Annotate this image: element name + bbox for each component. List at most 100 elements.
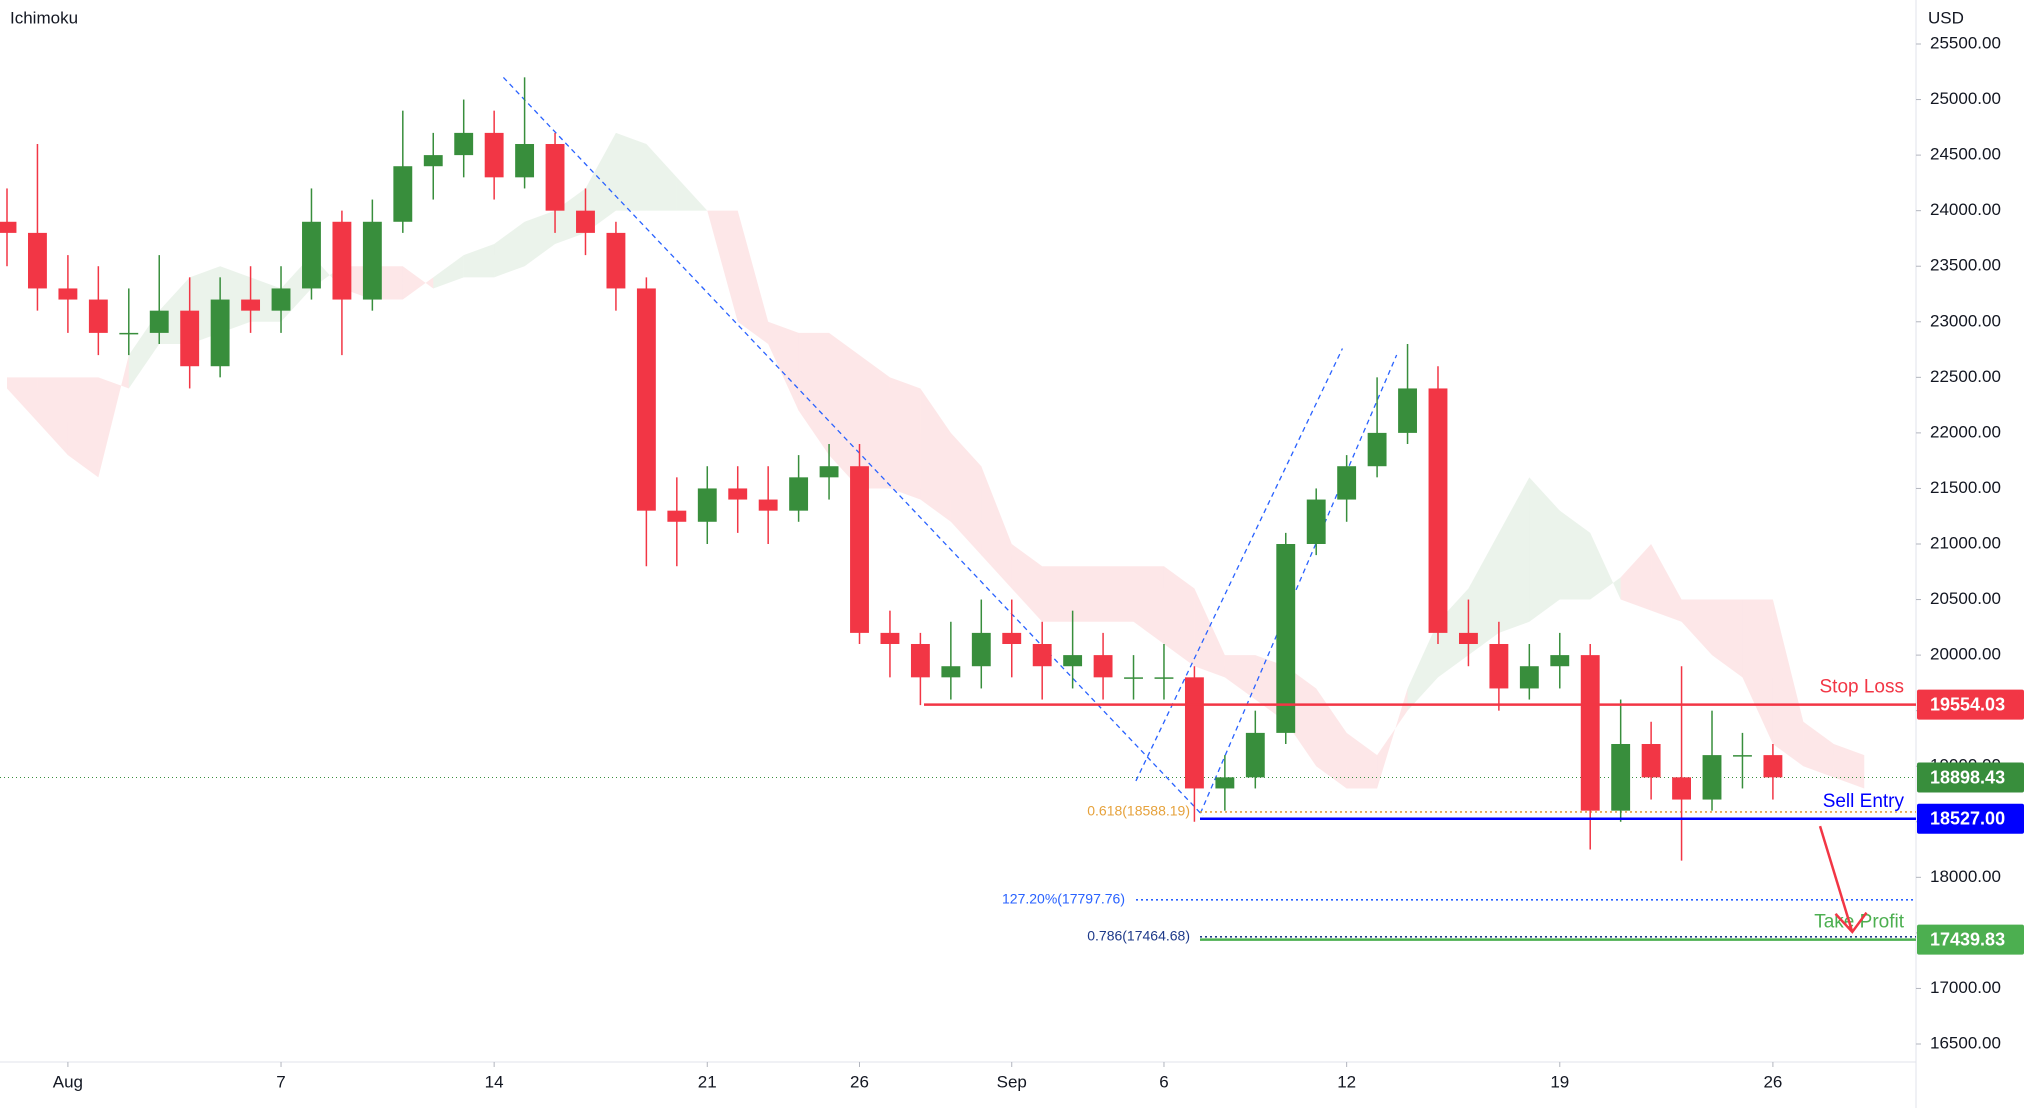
- ichimoku-cloud: [981, 466, 1012, 589]
- ichimoku-cloud: [7, 377, 38, 422]
- y-tick-label: 22500.00: [1930, 367, 2001, 386]
- y-tick-label: 23500.00: [1930, 256, 2001, 275]
- ichimoku-cloud: [1042, 566, 1073, 622]
- candle-body: [1093, 655, 1113, 678]
- ichimoku-cloud: [1133, 566, 1164, 644]
- fib-label: 127.20%(17797.76): [1002, 891, 1125, 907]
- y-tick-label: 20500.00: [1930, 589, 2001, 608]
- candle-body: [1641, 744, 1661, 778]
- ichimoku-cloud: [1468, 532, 1499, 656]
- ichimoku-cloud: [1529, 477, 1560, 622]
- candle-body: [1154, 677, 1174, 679]
- candle-body: [1367, 432, 1387, 467]
- ichimoku-cloud: [402, 266, 434, 300]
- ichimoku-cloud: [1224, 655, 1256, 700]
- candle-body: [728, 488, 748, 500]
- ichimoku-cloud: [1559, 510, 1591, 600]
- ichimoku-cloud: [829, 332, 860, 489]
- x-tick-label: 26: [850, 1072, 869, 1091]
- trend-line: [1135, 348, 1344, 782]
- candle-body: [1428, 388, 1448, 633]
- candle-body: [302, 221, 321, 289]
- ichimoku-cloud: [524, 210, 556, 267]
- ichimoku-cloud: [920, 388, 951, 522]
- y-tick-label: 21500.00: [1930, 478, 2001, 497]
- level-name: Stop Loss: [1820, 677, 1905, 698]
- arrow-head: [1834, 911, 1868, 934]
- price-box-label: 18527.00: [1930, 809, 2005, 829]
- x-tick-label: Aug: [53, 1072, 83, 1091]
- y-tick-label: 24000.00: [1930, 200, 2001, 219]
- ichimoku-cloud: [889, 377, 921, 500]
- price-box-label: 17439.83: [1930, 929, 2005, 949]
- ichimoku-cloud: [1437, 588, 1469, 678]
- candle-body: [1702, 755, 1722, 800]
- ichimoku-cloud: [1712, 599, 1743, 678]
- ichimoku-cloud: [67, 377, 99, 478]
- ichimoku-cloud: [1498, 477, 1530, 633]
- ichimoku-cloud: [707, 210, 738, 322]
- candle-body: [393, 166, 413, 222]
- trend-line: [502, 77, 1204, 817]
- fib-label: 0.786(17464.68): [1087, 928, 1190, 944]
- currency-label: USD: [1928, 8, 1964, 27]
- ichimoku-cloud: [494, 221, 525, 278]
- price-box: [1917, 689, 2024, 720]
- ichimoku-cloud: [798, 332, 830, 456]
- ichimoku-cloud: [737, 210, 769, 344]
- ichimoku-cloud: [1011, 544, 1043, 622]
- candle-body: [1002, 632, 1022, 644]
- candle-body: [941, 666, 961, 678]
- candle-body: [1672, 777, 1692, 800]
- candle-body: [0, 221, 17, 233]
- trend-line: [1199, 354, 1398, 814]
- x-tick-label: 26: [1763, 1072, 1782, 1091]
- y-tick-label: 25000.00: [1930, 89, 2001, 108]
- x-tick-label: 6: [1159, 1072, 1168, 1091]
- candle-body: [880, 632, 900, 644]
- x-tick-label: 14: [485, 1072, 504, 1091]
- y-tick-label: 20000.00: [1930, 645, 2001, 664]
- ichimoku-cloud: [1103, 566, 1134, 622]
- ichimoku-cloud: [1346, 732, 1378, 789]
- candle-body: [180, 310, 200, 367]
- candle-body: [58, 288, 78, 300]
- fib-label: 0.618(18588.19): [1087, 803, 1190, 819]
- candle-body: [636, 288, 656, 511]
- candle-body: [1519, 666, 1539, 689]
- price-box: [1917, 803, 2024, 834]
- candle-body: [28, 232, 47, 289]
- price-box-label: 18898.43: [1930, 767, 2005, 787]
- candle-body: [850, 466, 869, 633]
- ichimoku-cloud: [950, 432, 982, 556]
- y-tick-label: 24500.00: [1930, 145, 2001, 164]
- y-tick-label: 25500.00: [1930, 33, 2001, 52]
- price-box: [1917, 924, 2024, 955]
- ichimoku-cloud: [1803, 721, 1834, 778]
- ichimoku-cloud: [1772, 599, 1804, 767]
- candle-body: [606, 232, 626, 289]
- candle-body: [484, 132, 504, 178]
- candle-body: [210, 299, 230, 367]
- candle-body: [1611, 744, 1631, 811]
- ichimoku-cloud: [768, 321, 799, 411]
- x-tick-label: 21: [698, 1072, 717, 1091]
- ichimoku-cloud: [1742, 599, 1773, 744]
- x-tick-label: Sep: [997, 1072, 1027, 1091]
- ichimoku-cloud: [1590, 532, 1621, 600]
- y-tick-label: 17000.00: [1930, 978, 2001, 997]
- candle-body: [1276, 544, 1296, 733]
- y-tick-label: 23000.00: [1930, 311, 2001, 330]
- candle-body: [515, 144, 535, 178]
- candle-body: [1580, 655, 1600, 811]
- candle-body: [667, 510, 687, 522]
- arrow-shaft: [1818, 825, 1854, 933]
- candle-body: [149, 310, 169, 333]
- candle-body: [545, 144, 565, 211]
- ichimoku-cloud: [585, 132, 616, 233]
- level-name: Sell Entry: [1823, 791, 1905, 812]
- price-box-label: 19554.03: [1930, 694, 2005, 714]
- candle-body: [88, 299, 108, 333]
